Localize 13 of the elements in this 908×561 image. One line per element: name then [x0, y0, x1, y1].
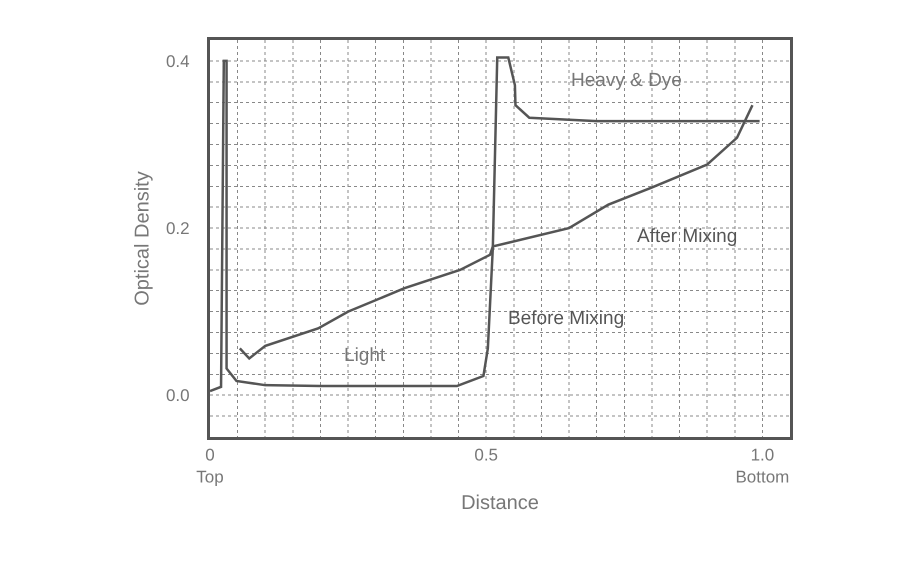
y-tick-label: 0.0 — [166, 386, 190, 406]
annotation: Heavy & Dye — [571, 70, 682, 91]
x-axis-title: Distance — [461, 492, 539, 514]
annotation: Light — [344, 345, 386, 366]
x-tick-label: 0 Top — [196, 445, 224, 486]
series-label: Before Mixing — [508, 308, 624, 329]
series-label: After Mixing — [637, 226, 738, 247]
y-axis-title: Optical Density — [131, 171, 154, 306]
y-tick-label: 0.4 — [166, 52, 190, 71]
line-series — [210, 56, 761, 392]
x-tick-label: 0.5 — [474, 445, 498, 464]
x-tick-label: 1.0 Bottom — [735, 445, 790, 486]
y-tick-label: 0.2 — [166, 219, 190, 238]
